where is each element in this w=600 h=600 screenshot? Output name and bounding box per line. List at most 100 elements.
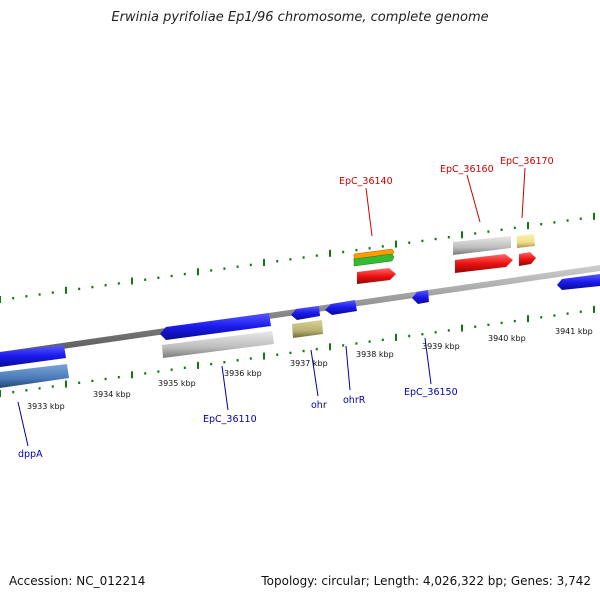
top-track-major-tick [197, 268, 199, 276]
bottom-track-dot [566, 312, 569, 315]
top-track-major-tick [395, 240, 397, 248]
bottom-track-dot [500, 321, 503, 325]
gene-labels-top: EpC_36140 EpC_36160 EpC_36170 [339, 156, 554, 187]
genes-upper-strand [353, 234, 600, 290]
bottom-track-dot [210, 362, 213, 366]
callout-dppa [17, 401, 29, 447]
label-epc-36160: EpC_36160 [440, 164, 494, 175]
gene-blue-right [557, 274, 600, 290]
bottom-track-dot [381, 338, 384, 341]
chart-title: Erwinia pyrifoliae Ep1/96 chromosome, co… [111, 10, 489, 25]
top-track-dot [12, 297, 15, 300]
top-track-dot [51, 291, 54, 294]
tick-label-3934: 3934 kbp [93, 390, 131, 399]
gene-epc-36170-yellow [517, 234, 535, 248]
bottom-track-dot [78, 381, 81, 384]
top-strand-track [0, 212, 595, 303]
bottom-track-dot [38, 387, 41, 390]
label-epc-36150: EpC_36150 [404, 387, 458, 398]
callout-epc-36150 [424, 337, 432, 385]
bottom-track-dot [12, 390, 15, 394]
top-track-dot [474, 232, 477, 235]
bottom-track-dot [579, 310, 582, 313]
label-ohrr: ohrR [343, 395, 366, 406]
top-track-dot [487, 230, 490, 233]
top-track-dot [342, 250, 345, 254]
callout-epc-36140 [365, 187, 373, 237]
top-track-dot [566, 219, 569, 222]
label-dppa: dppA [18, 449, 43, 460]
bottom-track-major-tick [197, 361, 199, 369]
genes-lower-strand [0, 290, 429, 388]
bottom-track-major-tick [395, 333, 397, 341]
bottom-strand-track [0, 305, 595, 397]
top-track-major-tick [263, 259, 265, 266]
label-epc-36170: EpC_36170 [500, 156, 554, 167]
top-track-dot [157, 276, 160, 279]
callout-lines [17, 167, 526, 447]
bottom-track-dot [51, 385, 54, 388]
bottom-track-major-tick [0, 390, 1, 397]
top-track-major-tick [65, 286, 67, 294]
bottom-track-dot [315, 347, 318, 351]
accession-text: Accession: NC_012214 [9, 574, 146, 588]
gene-dppa [0, 364, 69, 388]
bottom-track-dot [540, 316, 543, 319]
gene-epc-36150 [412, 290, 429, 304]
bottom-track-major-tick [527, 315, 529, 323]
callout-ohrr [345, 345, 351, 391]
tick-label-3941: 3941 kbp [555, 327, 593, 336]
bottom-track-dot [408, 334, 411, 338]
top-track-dot [91, 285, 94, 289]
label-ohr: ohr [311, 400, 327, 411]
top-track-dot [421, 239, 424, 243]
gene-epc-36140-green [353, 253, 395, 267]
gene-red-2 [455, 254, 513, 273]
top-track-dot [183, 272, 186, 276]
bottom-track-dot [91, 379, 94, 383]
gene-blue-ohr [291, 306, 320, 320]
bottom-track-dot [236, 359, 239, 362]
bottom-track-dot [157, 370, 160, 373]
top-track-dot [540, 223, 543, 226]
tick-label-3936: 3936 kbp [224, 369, 262, 378]
bottom-track-dot [487, 323, 490, 326]
bottom-track-major-tick [461, 324, 463, 332]
bottom-track-dot [117, 376, 120, 379]
bottom-track-dot [553, 314, 556, 317]
callout-epc-36170 [521, 167, 526, 219]
label-epc-36110: EpC_36110 [203, 414, 257, 425]
top-track-major-tick [0, 296, 1, 303]
top-track-dot [579, 217, 582, 220]
top-track-major-tick [593, 212, 595, 220]
top-track-major-tick [329, 249, 331, 257]
tick-label-3940: 3940 kbp [488, 334, 526, 343]
tick-label-3937: 3937 kbp [290, 359, 328, 368]
top-track-dot [249, 263, 252, 267]
bottom-track-dot [355, 342, 358, 345]
bottom-track-major-tick [65, 380, 67, 388]
bottom-track-dot [342, 344, 345, 347]
gene-red-3 [519, 252, 536, 266]
callout-epc-36110 [221, 365, 229, 411]
top-track-dot [276, 260, 279, 263]
gene-ohr [292, 320, 323, 338]
bottom-track-dot [25, 389, 28, 392]
top-track-dot [78, 287, 81, 291]
top-track-major-tick [527, 222, 529, 230]
bottom-track-major-tick [263, 352, 265, 360]
bottom-track-dot [434, 331, 437, 334]
bottom-track-dot [223, 361, 226, 364]
gene-epc-36110 [162, 331, 274, 358]
bottom-track-dot [474, 325, 477, 328]
top-track-dot [513, 226, 516, 230]
top-track-dot [368, 247, 371, 250]
tick-label-3938: 3938 kbp [356, 350, 394, 359]
bottom-track-dot [104, 377, 107, 381]
top-track-dot [170, 274, 173, 278]
top-track-dot [223, 267, 226, 270]
callout-epc-36160 [466, 174, 481, 223]
top-track-dot [315, 254, 318, 257]
gene-labels-bottom: dppA EpC_36110 ohr ohrR EpC_36150 [18, 387, 458, 460]
